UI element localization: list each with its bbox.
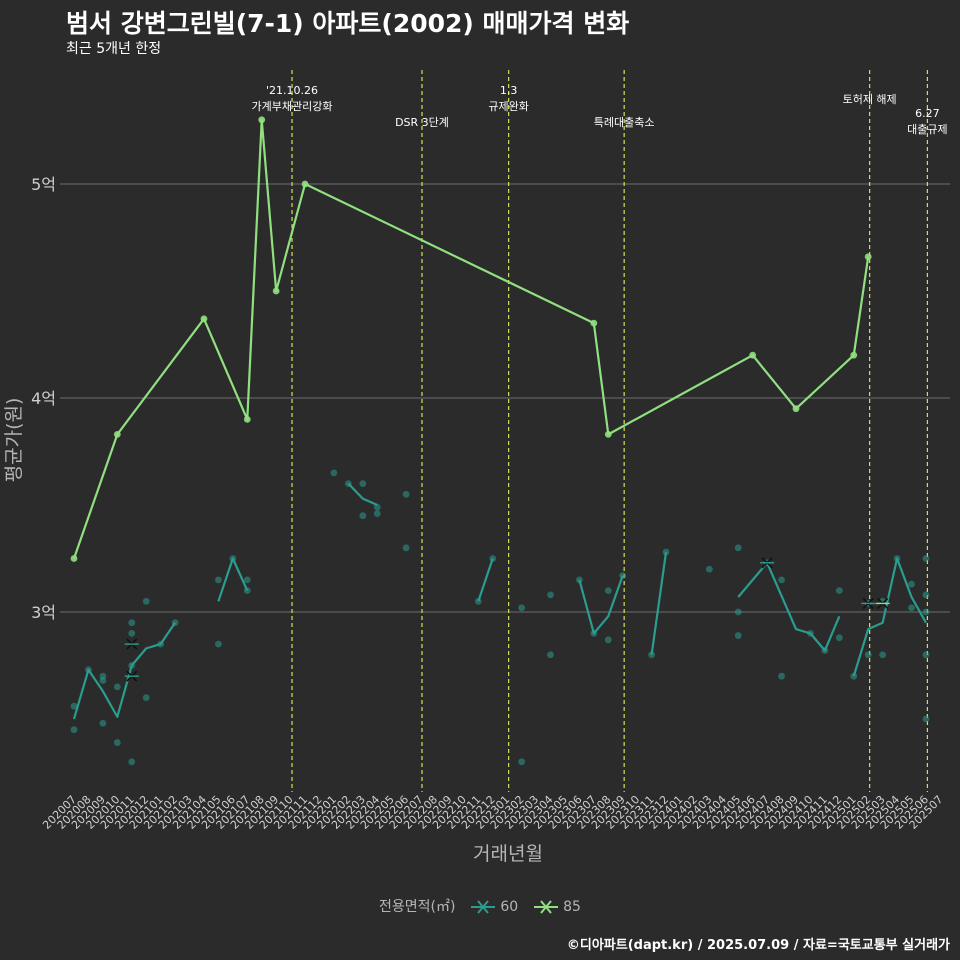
grid-layer: [60, 183, 950, 613]
data-point-60: [373, 510, 381, 517]
y-tick-label: 5억: [31, 175, 56, 194]
cross-marker-60: [124, 638, 139, 650]
data-point-60: [518, 758, 526, 766]
chart-title: 범서 강변그린빌(7-1) 아파트(2002) 매매가격 변화: [66, 9, 630, 38]
data-point-60: [99, 719, 107, 727]
y-axis-label: 평균가(원): [3, 398, 25, 483]
data-point-60: [547, 591, 554, 599]
data-point-60: [70, 726, 78, 734]
data-point-60: [879, 651, 887, 659]
x-axis-label: 거래년월: [473, 843, 543, 865]
event-label: 규제완화: [488, 100, 528, 113]
data-point-60: [604, 636, 612, 644]
cross-marker-60: [760, 557, 775, 569]
series-line-60: [217, 557, 249, 602]
data-point-60: [113, 739, 121, 746]
data-point-60: [70, 702, 78, 710]
data-point-60: [142, 597, 150, 605]
event-label: 6.27: [915, 107, 940, 120]
data-point-60: [215, 640, 222, 648]
cross-marker-60: [124, 670, 139, 682]
data-point-60: [128, 630, 136, 637]
data-point-60: [864, 651, 872, 659]
data-point-60: [113, 683, 121, 691]
data-point-60: [547, 651, 554, 659]
data-point-60: [835, 587, 843, 594]
legend-swatch-85: [533, 900, 558, 914]
data-point-60: [734, 544, 742, 552]
event-label: DSR 3단계: [395, 116, 449, 129]
series-line-60: [852, 557, 927, 677]
event-label: 토허제 해제: [843, 92, 897, 106]
legend-label-60: 60: [500, 899, 519, 915]
data-point-60: [243, 576, 251, 584]
series-line-60: [477, 558, 494, 602]
data-point-60: [662, 548, 670, 556]
data-point-60: [734, 608, 742, 616]
data-point-60: [128, 758, 136, 766]
legend-item-85: 85: [533, 899, 581, 915]
event-label: 특례대출축소: [594, 116, 655, 129]
data-point-60: [142, 694, 150, 701]
data-point-60: [359, 480, 367, 487]
y-tick-label: 3억: [31, 603, 56, 622]
data-point-60: [402, 490, 410, 498]
cross-marker-60: [861, 597, 876, 610]
legend-item-60: 60: [470, 899, 518, 915]
data-point-60: [330, 469, 338, 477]
event-label: 대출규제: [907, 123, 947, 136]
data-point-60: [604, 587, 612, 594]
series-line-60: [650, 551, 668, 655]
data-point-60: [734, 632, 742, 639]
data-point-60: [518, 604, 526, 612]
event-label: '21.10.26: [266, 84, 318, 97]
data-point-60: [778, 576, 785, 584]
data-point-60: [908, 604, 915, 612]
chart-subtitle: 최근 5개년 한정: [66, 41, 162, 57]
cross-marker-85: [875, 597, 890, 610]
data-point-60: [99, 677, 107, 684]
data-point-60: [922, 715, 930, 723]
data-point-60: [778, 672, 785, 680]
series-line-60: [72, 622, 176, 720]
series-layer: [70, 116, 930, 766]
axis-layer: 3억4억5억2020072020082020092020102020112020…: [31, 175, 945, 832]
event-label: 가계부채관리강화: [252, 100, 333, 113]
series-line-60: [737, 561, 841, 652]
legend-swatch-60: [470, 900, 495, 914]
data-point-60: [215, 576, 222, 584]
legend-label-85: 85: [563, 899, 581, 915]
data-point-60: [128, 619, 136, 627]
data-point-60: [922, 608, 930, 616]
data-point-60: [922, 591, 930, 599]
y-tick-label: 4억: [31, 389, 56, 408]
data-point-60: [908, 580, 915, 588]
data-point-60: [705, 565, 713, 573]
legend: 전용면적(㎡) 60 85: [0, 896, 960, 916]
series-line-60: [578, 575, 624, 635]
data-point-60: [922, 651, 930, 659]
data-point-60: [835, 634, 843, 642]
source-caption: ©디아파트(dapt.kr) / 2025.07.09 / 자료=국토교통부 실…: [566, 938, 950, 953]
data-point-60: [922, 555, 930, 562]
series-line-60: [347, 482, 378, 507]
event-label: 1.3: [500, 84, 518, 97]
legend-title: 전용면적(㎡): [379, 899, 456, 915]
series-line-85: [72, 118, 870, 559]
data-point-60: [402, 544, 410, 552]
data-point-60: [359, 512, 367, 520]
